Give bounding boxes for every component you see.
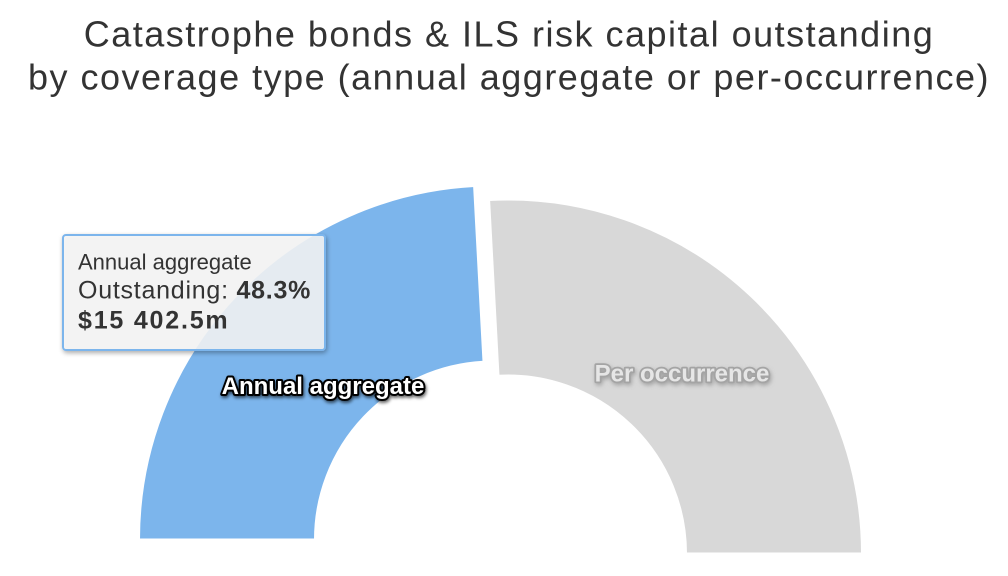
svg-text:by coverage type (annual aggre: by coverage type (annual aggregate or pe…	[28, 57, 990, 98]
svg-text:$15 402.5m: $15 402.5m	[78, 307, 229, 335]
svg-text:Outstanding: 48.3%: Outstanding: 48.3%	[78, 276, 311, 304]
svg-text:Annual aggregate: Annual aggregate	[78, 250, 252, 275]
svg-text:Per occurrence: Per occurrence	[595, 360, 770, 387]
svg-text:Annual aggregate: Annual aggregate	[222, 373, 425, 400]
svg-text:Catastrophe bonds & ILS risk c: Catastrophe bonds & ILS risk capital out…	[84, 13, 934, 54]
